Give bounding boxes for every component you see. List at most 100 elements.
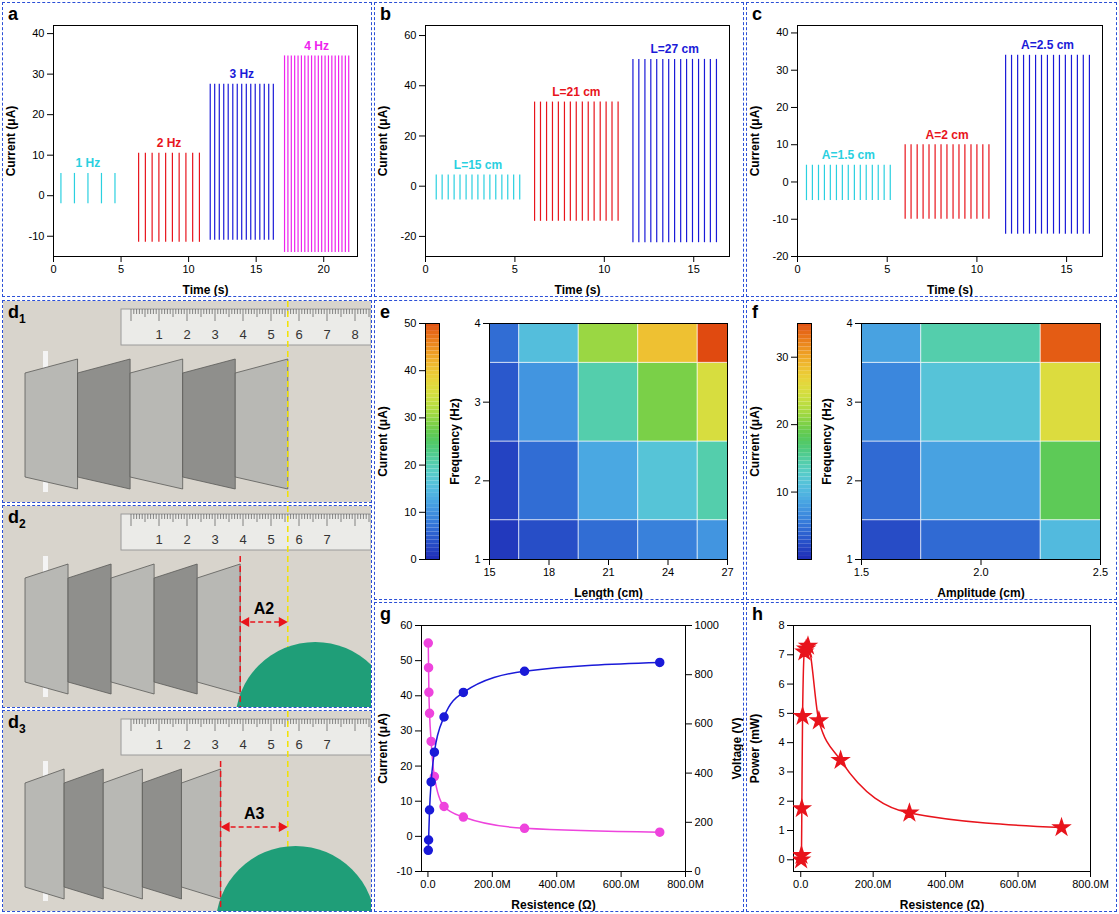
svg-text:600: 600 (695, 717, 713, 729)
svg-text:Frequency (Hz): Frequency (Hz) (448, 398, 462, 485)
svg-text:2: 2 (778, 795, 784, 807)
svg-text:10: 10 (598, 263, 610, 275)
svg-text:0.0: 0.0 (420, 878, 435, 890)
svg-text:3: 3 (211, 327, 218, 342)
svg-text:7: 7 (778, 648, 784, 660)
svg-text:0: 0 (406, 830, 412, 842)
svg-text:30: 30 (776, 64, 788, 76)
svg-text:60: 60 (400, 619, 412, 631)
svg-text:Resistence (Ω): Resistence (Ω) (900, 898, 984, 912)
svg-text:40: 40 (404, 79, 416, 91)
svg-text:Current (μA): Current (μA) (748, 406, 762, 477)
svg-text:Current (μA): Current (μA) (748, 106, 762, 177)
svg-text:6: 6 (295, 532, 302, 547)
svg-text:4: 4 (778, 736, 784, 748)
svg-text:8: 8 (351, 327, 358, 342)
svg-text:A3: A3 (244, 805, 265, 822)
svg-text:20: 20 (318, 263, 330, 275)
svg-text:A=2.5 cm: A=2.5 cm (1021, 38, 1074, 52)
svg-text:200.0M: 200.0M (474, 878, 511, 890)
svg-text:Length (cm): Length (cm) (574, 586, 643, 600)
svg-text:Resistence (Ω): Resistence (Ω) (511, 898, 595, 912)
svg-text:10: 10 (971, 263, 983, 275)
svg-text:10: 10 (404, 506, 416, 518)
svg-text:0: 0 (410, 180, 416, 192)
svg-text:0: 0 (38, 189, 44, 201)
svg-text:5: 5 (778, 707, 784, 719)
svg-text:A=2 cm: A=2 cm (926, 128, 969, 142)
svg-text:2.5: 2.5 (1093, 566, 1108, 578)
svg-text:6: 6 (295, 327, 302, 342)
svg-text:800: 800 (695, 668, 713, 680)
svg-text:7: 7 (323, 737, 330, 752)
svg-text:20: 20 (776, 101, 788, 113)
svg-text:50: 50 (400, 654, 412, 666)
svg-text:5: 5 (884, 263, 890, 275)
svg-text:1: 1 (846, 553, 852, 565)
svg-text:15: 15 (250, 263, 262, 275)
svg-text:1 Hz: 1 Hz (76, 156, 101, 170)
svg-text:20: 20 (400, 760, 412, 772)
svg-text:3 Hz: 3 Hz (229, 67, 254, 81)
svg-text:0: 0 (695, 865, 701, 877)
svg-text:200.0M: 200.0M (855, 878, 892, 890)
svg-text:15: 15 (483, 566, 495, 578)
svg-text:-20: -20 (401, 230, 417, 242)
svg-text:L=27 cm: L=27 cm (651, 42, 699, 56)
svg-text:0: 0 (782, 176, 788, 188)
svg-text:4 Hz: 4 Hz (304, 39, 329, 53)
svg-text:27: 27 (721, 566, 733, 578)
svg-text:600.0M: 600.0M (1000, 878, 1037, 890)
svg-text:A=1.5 cm: A=1.5 cm (822, 148, 875, 162)
svg-text:30: 30 (404, 411, 416, 423)
svg-text:L=21 cm: L=21 cm (552, 85, 600, 99)
svg-text:Current (μA): Current (μA) (4, 106, 18, 177)
svg-text:6: 6 (295, 737, 302, 752)
svg-text:5: 5 (267, 737, 274, 752)
svg-text:2: 2 (846, 474, 852, 486)
svg-text:3: 3 (474, 396, 480, 408)
svg-text:3: 3 (778, 765, 784, 777)
svg-text:Voltage (V): Voltage (V) (730, 718, 744, 780)
svg-text:-10: -10 (29, 230, 45, 242)
svg-text:1: 1 (778, 824, 784, 836)
svg-text:0: 0 (794, 263, 800, 275)
svg-text:Current (μA): Current (μA) (376, 406, 390, 477)
svg-text:Time (s): Time (s) (183, 283, 229, 297)
svg-text:0: 0 (410, 553, 416, 565)
svg-text:2: 2 (183, 532, 190, 547)
svg-text:3: 3 (211, 737, 218, 752)
svg-text:0.0: 0.0 (793, 878, 808, 890)
svg-text:2: 2 (183, 327, 190, 342)
svg-text:1000: 1000 (695, 619, 719, 631)
svg-text:10: 10 (182, 263, 194, 275)
svg-text:1.5: 1.5 (854, 566, 869, 578)
svg-text:400.0M: 400.0M (538, 878, 575, 890)
svg-text:600.0M: 600.0M (603, 878, 640, 890)
svg-text:40: 40 (776, 26, 788, 38)
svg-text:40: 40 (400, 689, 412, 701)
svg-text:20: 20 (404, 459, 416, 471)
svg-text:5: 5 (267, 532, 274, 547)
svg-text:0: 0 (422, 263, 428, 275)
svg-text:1: 1 (474, 553, 480, 565)
svg-text:30: 30 (32, 68, 44, 80)
svg-text:10: 10 (776, 486, 788, 498)
svg-text:400.0M: 400.0M (927, 878, 964, 890)
svg-text:7: 7 (323, 327, 330, 342)
svg-text:5: 5 (512, 263, 518, 275)
svg-text:30: 30 (400, 724, 412, 736)
svg-text:Amplitude (cm): Amplitude (cm) (937, 586, 1024, 600)
svg-text:Power (mW): Power (mW) (748, 714, 762, 783)
svg-text:2 Hz: 2 Hz (157, 136, 182, 150)
svg-text:0: 0 (778, 853, 784, 865)
svg-text:Frequency (Hz): Frequency (Hz) (820, 398, 834, 485)
svg-text:10: 10 (776, 138, 788, 150)
svg-text:5: 5 (267, 327, 274, 342)
svg-text:60: 60 (404, 29, 416, 41)
svg-text:1: 1 (155, 737, 162, 752)
svg-text:40: 40 (404, 364, 416, 376)
svg-text:18: 18 (543, 566, 555, 578)
svg-text:20: 20 (404, 129, 416, 141)
svg-text:4: 4 (474, 317, 480, 329)
